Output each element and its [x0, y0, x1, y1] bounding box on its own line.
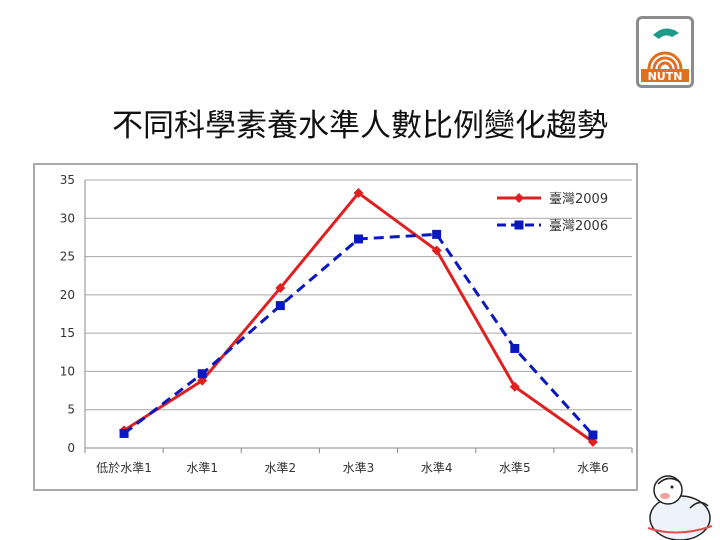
legend-label: 臺灣2009: [549, 192, 608, 207]
legend-marker: [514, 193, 524, 203]
legend-label: 臺灣2006: [549, 219, 608, 234]
y-tick-label: 30: [60, 211, 75, 225]
data-point-square: [119, 428, 129, 438]
y-tick-label: 10: [60, 364, 75, 378]
mascot-illustration: [647, 475, 713, 540]
x-tick-label: 水準3: [343, 460, 375, 475]
x-tick-label: 低於水準1: [96, 460, 152, 475]
data-point-square: [354, 234, 363, 244]
data-point-square: [275, 301, 285, 311]
x-tick-label: 水準2: [265, 460, 297, 475]
data-point-diamond: [275, 282, 286, 293]
line-chart: 0 5 10 15 20 25 30 35 低於水準1 水準1 水準2 水準3 水準4 水準5 水準6 臺灣2…: [60, 173, 633, 475]
x-tick-label: 水準6: [577, 460, 609, 475]
data-point-diamond: [509, 381, 520, 392]
chart-frame: 0 5 10 15 20 25 30 35 低於水準1 水準1 水準2 水準3 水準4 水準5 水準6 臺灣2…: [33, 163, 638, 491]
y-tick-label: 0: [67, 441, 75, 455]
university-logo: NUTN: [636, 16, 694, 88]
x-tick-label: 水準4: [421, 460, 453, 475]
y-tick-label: 25: [60, 250, 75, 264]
y-tick-label: 5: [67, 403, 75, 417]
data-point-square: [432, 229, 442, 239]
logo-emblem-icon: NUTN: [641, 28, 689, 83]
data-point-diamond: [431, 245, 442, 256]
slide-title: 不同科學素養水準人數比例變化趨勢: [112, 108, 608, 144]
data-point-diamond: [353, 188, 364, 199]
data-point-diamond: [197, 375, 208, 386]
y-tick-label: 20: [60, 288, 75, 302]
data-point-square: [588, 430, 598, 440]
y-tick-label: 15: [60, 326, 75, 340]
x-tick-label: 水準1: [186, 460, 218, 475]
legend-marker: [514, 220, 524, 230]
data-point-square: [197, 369, 207, 379]
series-line: [123, 190, 594, 444]
x-tick-label: 水準5: [499, 460, 531, 475]
logo-text: NUTN: [648, 70, 683, 83]
data-point-square: [510, 343, 520, 353]
y-tick-label: 35: [60, 173, 75, 187]
series-line: [123, 232, 595, 436]
